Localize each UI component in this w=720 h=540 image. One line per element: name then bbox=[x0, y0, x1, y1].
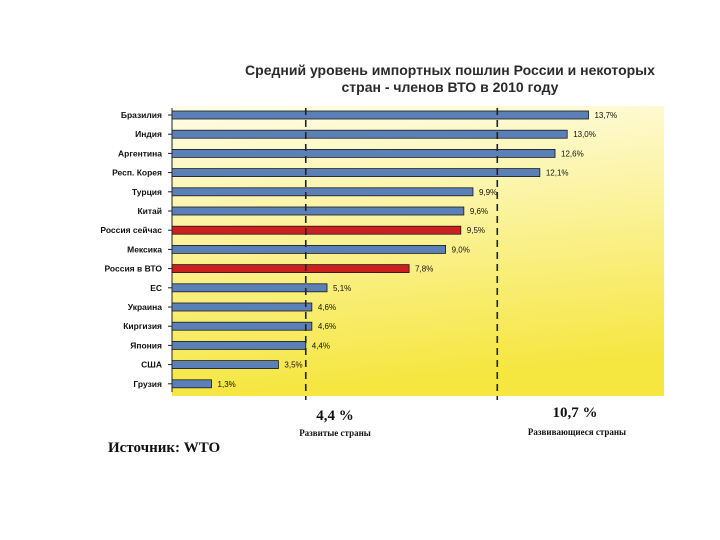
bar bbox=[171, 244, 447, 254]
category-label: Индия bbox=[135, 129, 162, 139]
value-label: 12,6% bbox=[561, 149, 584, 158]
bar bbox=[171, 187, 474, 197]
bar bbox=[171, 321, 313, 331]
category-label: Киргизия bbox=[123, 321, 162, 331]
value-label: 5,1% bbox=[333, 284, 351, 293]
bar bbox=[171, 168, 541, 178]
category-label: Россия в ВТО bbox=[104, 264, 162, 274]
bar bbox=[171, 379, 212, 389]
value-label: 4,6% bbox=[318, 303, 336, 312]
ref-line-caption-developed: Развитые страны bbox=[299, 428, 371, 438]
category-label: США bbox=[141, 360, 162, 370]
category-label: Аргентина bbox=[118, 148, 162, 158]
bar bbox=[171, 206, 465, 216]
value-label: 9,6% bbox=[470, 207, 488, 216]
category-label: Грузия bbox=[133, 379, 162, 389]
value-label: 9,5% bbox=[467, 226, 485, 235]
value-label: 4,6% bbox=[318, 322, 336, 331]
bar bbox=[171, 302, 313, 312]
source-note: Источник: WTO bbox=[108, 440, 221, 456]
bar-highlighted bbox=[171, 225, 462, 235]
value-label: 7,8% bbox=[415, 265, 433, 274]
bar bbox=[171, 340, 307, 350]
category-label: ЕС bbox=[150, 283, 162, 293]
chart-title: Средний уровень импортных пошлин России … bbox=[245, 62, 655, 95]
ref-line-value-developing: 10,7 % bbox=[552, 405, 598, 421]
category-label: Респ. Корея bbox=[112, 168, 162, 178]
value-label: 13,7% bbox=[594, 111, 617, 120]
ref-line-value-developed: 4,4 % bbox=[316, 408, 354, 424]
bar bbox=[171, 110, 589, 120]
bar-highlighted bbox=[171, 264, 410, 274]
category-label: Бразилия bbox=[121, 110, 162, 120]
category-label: Япония bbox=[130, 340, 162, 350]
category-label: Мексика bbox=[127, 244, 162, 254]
ref-line-caption-developing: Развивающиеся страны bbox=[527, 427, 627, 437]
value-label: 3,5% bbox=[284, 361, 302, 370]
value-label: 12,1% bbox=[546, 169, 569, 178]
category-label: Китай bbox=[137, 206, 162, 216]
value-label: 9,0% bbox=[452, 245, 470, 254]
bar bbox=[171, 283, 328, 293]
bar bbox=[171, 148, 556, 158]
bar bbox=[171, 129, 568, 139]
value-label: 4,4% bbox=[312, 341, 330, 350]
bar bbox=[171, 360, 279, 370]
category-label: Турция bbox=[132, 187, 162, 197]
value-label: 13,0% bbox=[573, 130, 596, 139]
category-label: Украина bbox=[128, 302, 162, 312]
value-label: 1,3% bbox=[218, 380, 236, 389]
category-label: Россия сейчас bbox=[100, 225, 162, 235]
value-label: 9,9% bbox=[479, 188, 497, 197]
